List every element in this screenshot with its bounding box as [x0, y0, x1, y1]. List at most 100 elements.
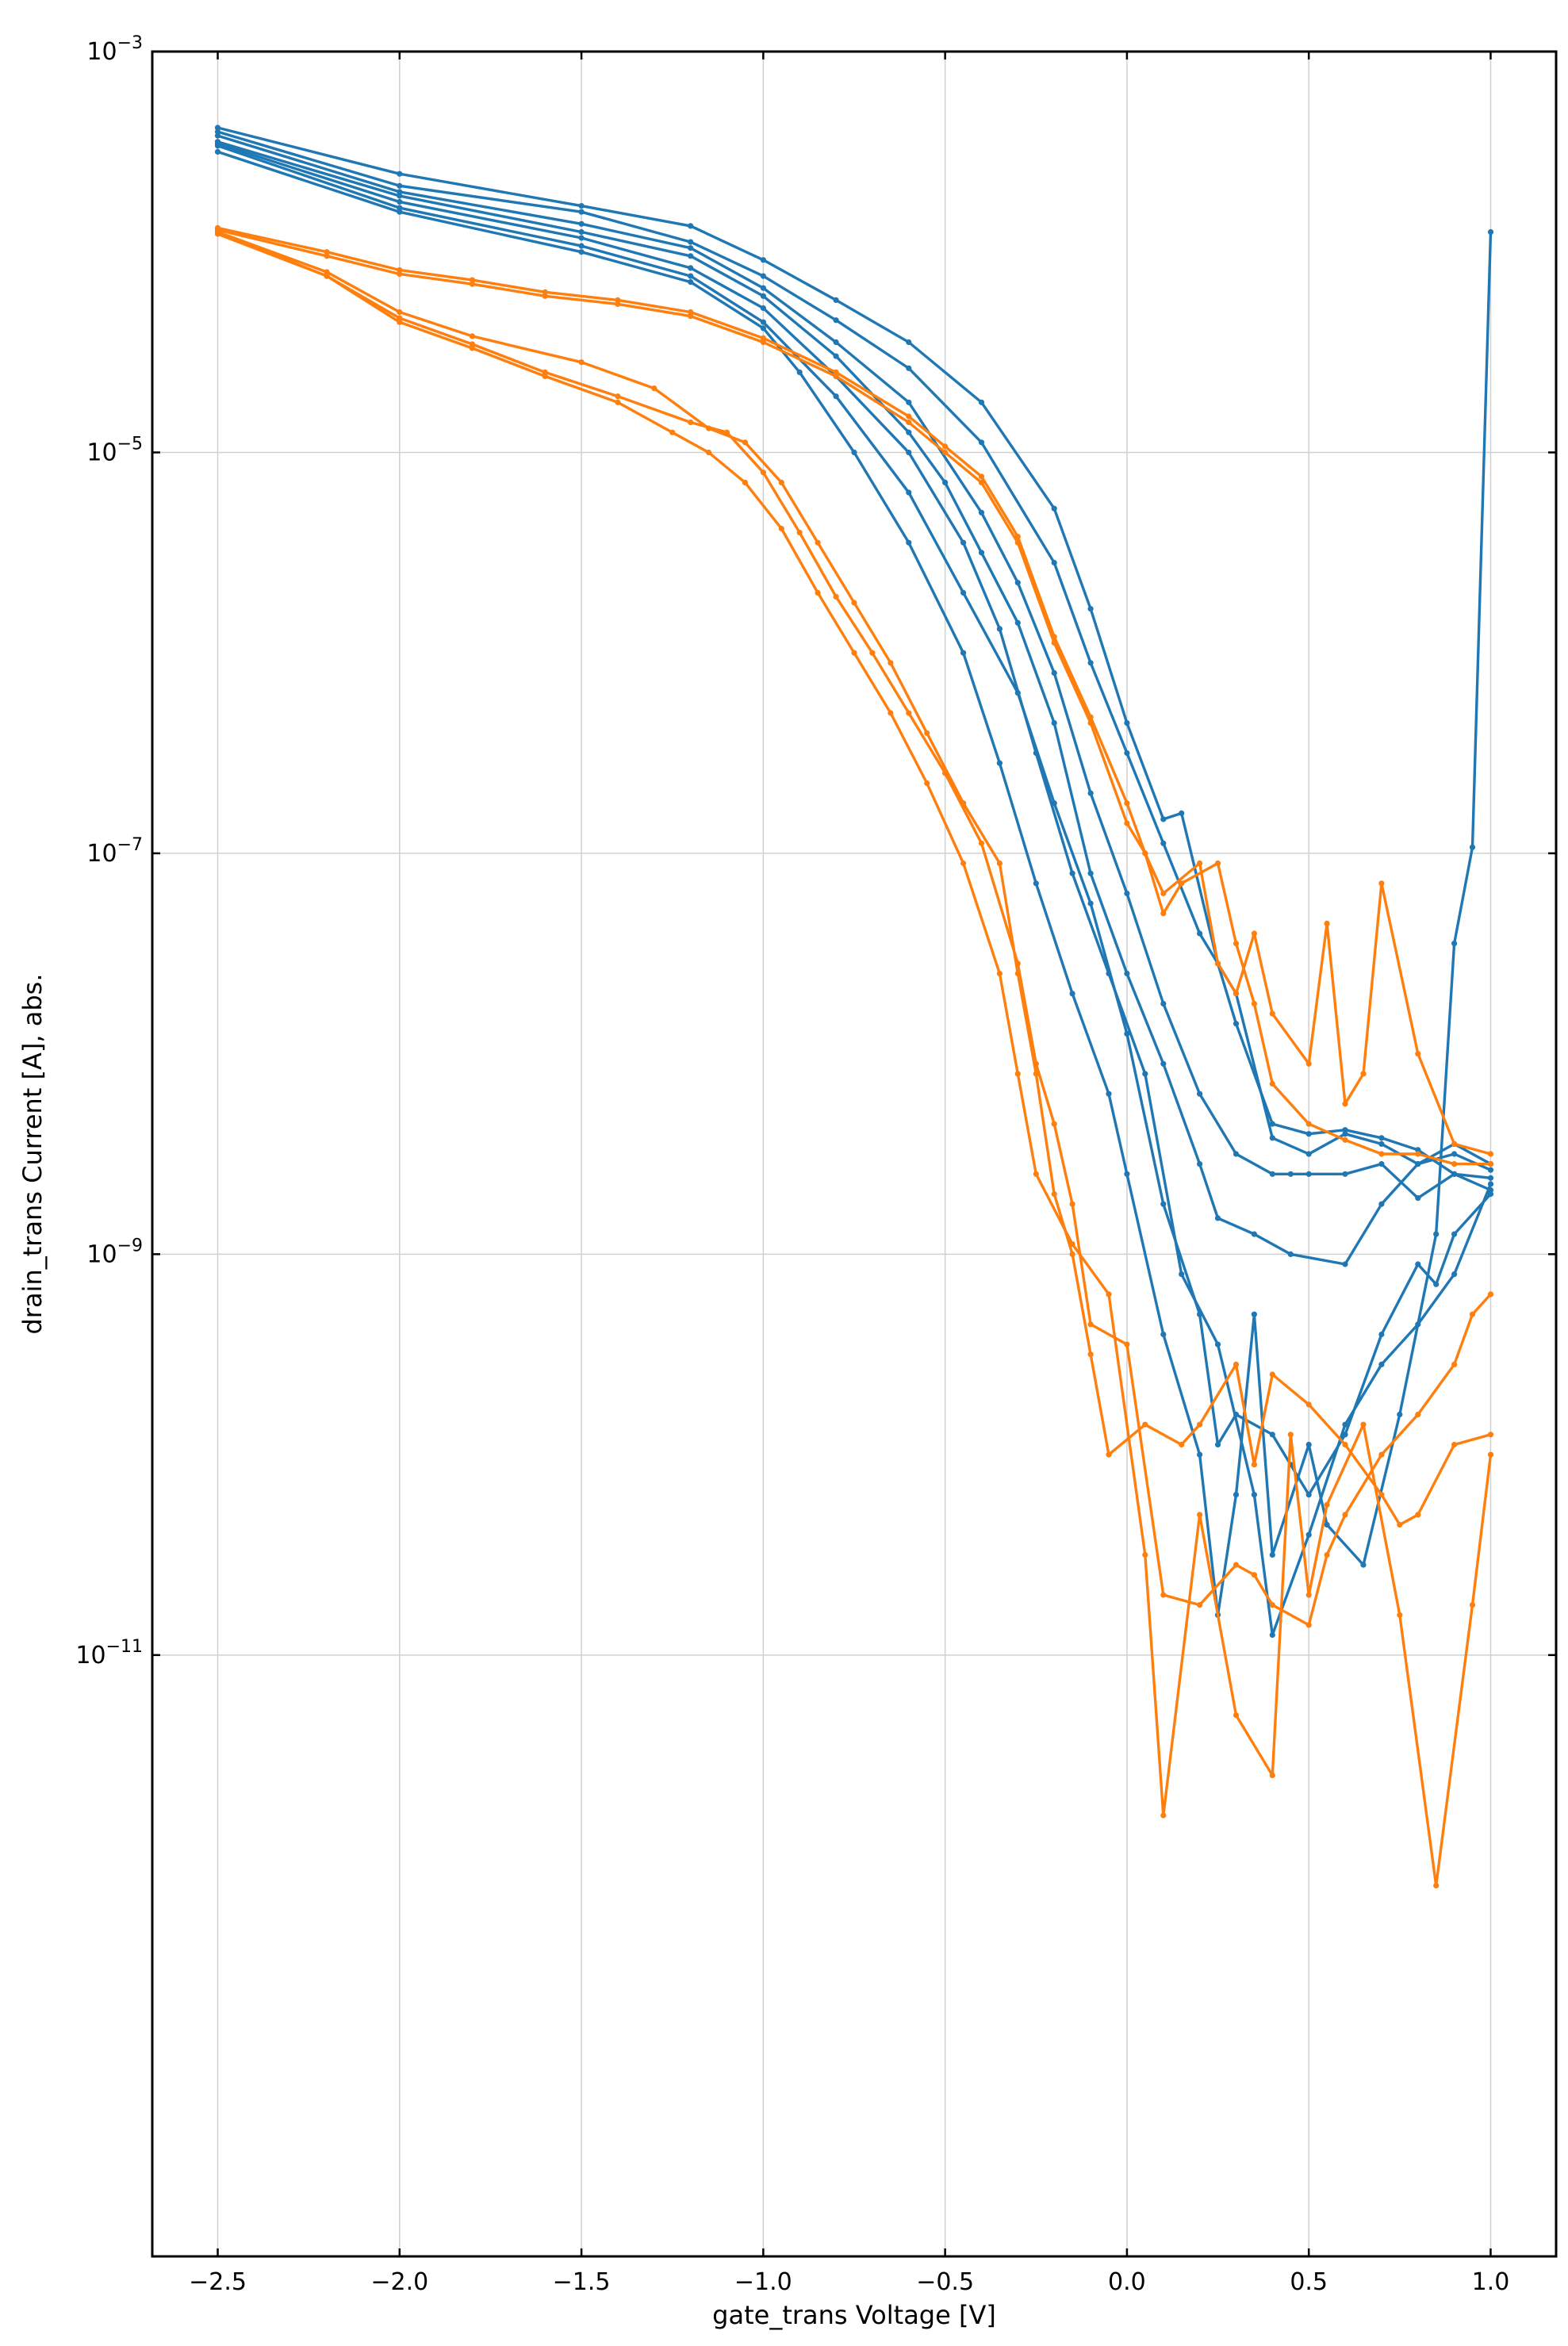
data-point — [1124, 749, 1130, 757]
series-line — [217, 232, 1492, 1627]
data-point — [324, 269, 330, 275]
data-point — [1269, 1551, 1275, 1558]
data-point — [688, 309, 694, 316]
data-point — [1214, 1441, 1221, 1448]
y-axis: 10−310−510−710−910−11 — [75, 33, 1556, 1669]
data-point — [1324, 1551, 1330, 1558]
data-point — [1342, 1131, 1348, 1137]
data-point — [214, 143, 221, 149]
plot-area-frame — [151, 50, 1558, 2258]
data-point — [1269, 1171, 1275, 1177]
data-point — [397, 171, 403, 177]
data-point — [1451, 941, 1458, 947]
data-point — [1415, 1161, 1421, 1167]
data-point — [1342, 1261, 1348, 1267]
data-point — [1179, 810, 1185, 816]
data-point — [397, 205, 403, 211]
data-point — [1214, 1215, 1221, 1221]
data-point — [688, 239, 694, 245]
data-point — [324, 249, 330, 255]
y-tick-label-exponent: −5 — [117, 434, 143, 454]
data-point — [924, 780, 930, 787]
data-point — [1451, 1441, 1458, 1448]
data-point — [1287, 1251, 1294, 1257]
data-point — [542, 293, 548, 299]
y-tick-label-exponent: −7 — [117, 835, 143, 855]
data-point — [1269, 1631, 1275, 1639]
data-point — [1360, 1071, 1367, 1077]
data-point — [1160, 1331, 1167, 1338]
data-point — [760, 325, 767, 332]
data-point — [1287, 1432, 1294, 1438]
data-point — [1051, 559, 1057, 566]
y-tick-label-exponent: −11 — [106, 1637, 143, 1657]
data-point — [542, 289, 548, 295]
data-point — [1342, 1127, 1348, 1133]
data-point — [1487, 1432, 1494, 1438]
data-point — [760, 339, 767, 346]
data-point — [1214, 1341, 1221, 1347]
data-point — [1269, 1772, 1275, 1779]
data-point — [888, 660, 894, 666]
data-point — [1197, 1421, 1203, 1428]
data-point — [1487, 1167, 1494, 1173]
data-point — [851, 449, 857, 456]
data-point — [542, 373, 548, 379]
data-point — [1160, 1060, 1167, 1067]
data-point — [1415, 1147, 1421, 1153]
data-point — [978, 479, 985, 486]
data-point — [960, 860, 967, 867]
data-point — [1451, 1151, 1458, 1157]
series-layer — [214, 125, 1494, 1889]
data-point — [815, 539, 821, 546]
data-point — [1069, 870, 1075, 876]
data-point — [760, 305, 767, 312]
data-point — [1415, 1195, 1421, 1202]
data-point — [1197, 1311, 1203, 1317]
data-point — [942, 443, 949, 450]
data-point — [1197, 1512, 1203, 1518]
data-point — [1378, 1140, 1385, 1147]
data-point — [1142, 850, 1148, 857]
data-point — [1305, 1622, 1312, 1628]
data-point — [906, 429, 912, 435]
data-point — [1433, 1231, 1440, 1237]
data-point — [1342, 1441, 1348, 1448]
data-point — [1342, 1171, 1348, 1177]
data-point — [1124, 970, 1130, 977]
data-point — [1087, 870, 1094, 876]
data-point — [1305, 1531, 1312, 1538]
y-tick-label: 10−3 — [86, 33, 143, 66]
data-point — [1106, 1091, 1112, 1097]
data-point — [960, 650, 967, 656]
data-point — [1251, 930, 1257, 937]
data-point — [1251, 1492, 1257, 1498]
data-point — [1305, 1592, 1312, 1598]
x-tick-label: −0.5 — [916, 2268, 974, 2296]
data-point — [1305, 1171, 1312, 1177]
data-point — [1378, 880, 1385, 887]
data-point — [1469, 844, 1476, 850]
data-point — [833, 353, 839, 359]
data-point — [1305, 1492, 1312, 1498]
data-point — [1487, 1190, 1494, 1198]
data-point — [1378, 1451, 1385, 1458]
data-point — [888, 710, 894, 716]
data-point — [1251, 1231, 1257, 1237]
data-point — [1251, 1572, 1257, 1578]
data-point — [833, 393, 839, 400]
data-point — [960, 589, 967, 596]
data-point — [1233, 1151, 1240, 1157]
data-point — [688, 419, 694, 426]
series-line — [217, 230, 1491, 1527]
data-point — [1415, 1151, 1421, 1157]
y-tick-label-base: 10 — [86, 1240, 117, 1268]
data-point — [1051, 1190, 1057, 1198]
data-point — [906, 710, 912, 716]
data-point — [1160, 1201, 1167, 1207]
data-point — [978, 399, 985, 405]
data-point — [397, 189, 403, 195]
data-point — [1487, 1161, 1494, 1167]
data-point — [1197, 1091, 1203, 1097]
